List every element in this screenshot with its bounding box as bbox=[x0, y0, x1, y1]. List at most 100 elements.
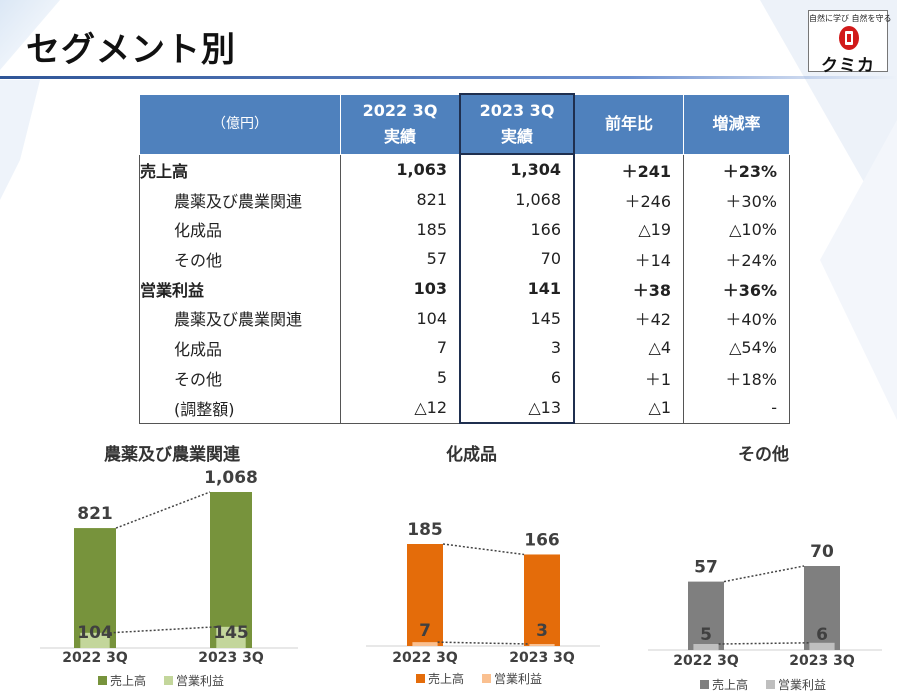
trend-line-sales bbox=[442, 543, 525, 556]
segment-table: （億円） 2022 3Q 実績 2023 3Q 実績 前年比 増減率 売上高 1… bbox=[139, 93, 790, 425]
legend-swatch-profit bbox=[766, 680, 776, 689]
logo-mark-icon bbox=[839, 26, 859, 50]
cell-2022: 1,063 bbox=[340, 153, 461, 185]
cell-2023: 1,068 bbox=[459, 184, 575, 215]
cell-rate: - bbox=[683, 392, 790, 424]
bar-profit bbox=[529, 644, 555, 646]
cell-yoy: △1 bbox=[573, 392, 684, 424]
chart-title-chemical: 化成品 bbox=[446, 445, 497, 465]
legend-other: 売上高 営業利益 bbox=[700, 676, 826, 693]
data-label-sales: 1,068 bbox=[204, 468, 258, 488]
bar-sales bbox=[804, 566, 840, 650]
cell-2022: △12 bbox=[340, 392, 461, 424]
header-unit: （億円） bbox=[139, 93, 341, 155]
header-rate: 増減率 bbox=[683, 93, 790, 155]
cell-rate: △54% bbox=[683, 333, 790, 363]
cell-2023: 3 bbox=[459, 333, 575, 363]
cell-rate: ＋23% bbox=[683, 153, 790, 185]
data-label-profit: 6 bbox=[816, 625, 828, 645]
bar-sales bbox=[688, 581, 724, 650]
header-2022-year: 2022 3Q bbox=[362, 101, 438, 120]
legend-label-sales: 売上高 bbox=[428, 672, 465, 686]
row-label: 農薬及び農業関連 bbox=[139, 184, 341, 215]
bar-profit bbox=[412, 642, 438, 646]
page-title: セグメント別 bbox=[26, 30, 236, 70]
data-label-profit: 5 bbox=[700, 625, 712, 645]
cell-2023: 1,304 bbox=[459, 153, 575, 185]
table-row: 化成品 7 3 △4 △54% bbox=[139, 333, 790, 363]
cell-rate: ＋30% bbox=[683, 184, 790, 215]
cell-2022: 104 bbox=[340, 303, 461, 334]
bar-sales bbox=[210, 492, 252, 648]
trend-line-profit bbox=[718, 642, 810, 645]
table-row: 化成品 185 166 △19 △10% bbox=[139, 214, 790, 245]
logo-brand: クミカ bbox=[821, 56, 875, 76]
legend-swatch-sales bbox=[98, 676, 107, 685]
trend-line-sales bbox=[723, 565, 805, 583]
cell-2022: 821 bbox=[340, 184, 461, 215]
row-label: 化成品 bbox=[139, 333, 341, 363]
legend-label-profit: 営業利益 bbox=[176, 674, 225, 688]
bar-profit bbox=[216, 626, 246, 648]
header-2022: 2022 3Q 実績 bbox=[340, 93, 461, 155]
cell-2022: 185 bbox=[340, 214, 461, 245]
bar-sales bbox=[74, 528, 116, 648]
cell-yoy: ＋38 bbox=[573, 273, 684, 304]
legend-agri: 売上高 営業利益 bbox=[98, 672, 224, 689]
cell-rate: ＋24% bbox=[683, 244, 790, 274]
legend-swatch-sales bbox=[700, 680, 709, 689]
legend-label-sales: 売上高 bbox=[712, 678, 749, 692]
row-label: その他 bbox=[139, 244, 341, 274]
x-tick-label: 2022 3Q bbox=[62, 650, 128, 666]
row-label: その他 bbox=[139, 362, 341, 393]
logo-tagline: 自然に学び 自然を守る bbox=[809, 14, 892, 23]
legend-label-sales: 売上高 bbox=[110, 674, 147, 688]
table-row: その他 5 6 ＋1 ＋18% bbox=[139, 362, 790, 393]
data-label-profit: 145 bbox=[213, 623, 249, 643]
table-row: (調整額) △12 △13 △1 - bbox=[139, 392, 790, 425]
header-yoy: 前年比 bbox=[573, 93, 684, 155]
data-label-profit: 104 bbox=[77, 623, 113, 643]
bar-profit bbox=[809, 642, 835, 650]
table-row: 売上高 1,063 1,304 ＋241 ＋23% bbox=[139, 153, 790, 185]
row-label: 化成品 bbox=[139, 214, 341, 245]
table-row: その他 57 70 ＋14 ＋24% bbox=[139, 244, 790, 274]
table-row: 営業利益 103 141 ＋38 ＋36% bbox=[139, 273, 790, 304]
trend-line-profit bbox=[437, 641, 530, 645]
cell-yoy: ＋14 bbox=[573, 244, 684, 274]
data-label-profit: 7 bbox=[419, 621, 431, 641]
x-tick-label: 2023 3Q bbox=[789, 653, 855, 669]
data-label-profit: 3 bbox=[536, 621, 548, 641]
cell-rate: △10% bbox=[683, 214, 790, 245]
company-logo: 自然に学び 自然を守る クミカ bbox=[808, 10, 892, 76]
cell-rate: ＋40% bbox=[683, 303, 790, 334]
cell-2023: △13 bbox=[459, 392, 575, 425]
chart-title-other: その他 bbox=[738, 445, 789, 465]
header-2022-label: 実績 bbox=[383, 127, 416, 146]
cell-yoy: ＋246 bbox=[573, 184, 684, 215]
row-label: 売上高 bbox=[139, 153, 341, 185]
bar-sales bbox=[407, 544, 443, 646]
data-label-sales: 166 bbox=[524, 530, 560, 550]
cell-2023: 166 bbox=[459, 214, 575, 245]
x-tick-label: 2022 3Q bbox=[392, 650, 458, 666]
cell-2022: 103 bbox=[340, 273, 461, 304]
x-tick-label: 2022 3Q bbox=[673, 653, 739, 669]
legend-chemical: 売上高 営業利益 bbox=[416, 670, 542, 687]
trend-line-sales bbox=[115, 491, 211, 529]
data-label-sales: 70 bbox=[810, 542, 834, 562]
legend-label-profit: 営業利益 bbox=[778, 678, 827, 692]
cell-2022: 57 bbox=[340, 244, 461, 274]
cell-rate: ＋18% bbox=[683, 362, 790, 393]
legend-swatch-profit bbox=[164, 676, 174, 685]
bar-profit bbox=[80, 632, 110, 648]
data-label-sales: 185 bbox=[407, 520, 443, 540]
title-underline bbox=[0, 76, 897, 79]
cell-yoy: △4 bbox=[573, 333, 684, 363]
data-label-sales: 57 bbox=[694, 558, 718, 578]
cell-2023: 6 bbox=[459, 362, 575, 393]
x-tick-label: 2023 3Q bbox=[198, 650, 264, 666]
cell-rate: ＋36% bbox=[683, 273, 790, 304]
row-label: (調整額) bbox=[139, 392, 341, 424]
